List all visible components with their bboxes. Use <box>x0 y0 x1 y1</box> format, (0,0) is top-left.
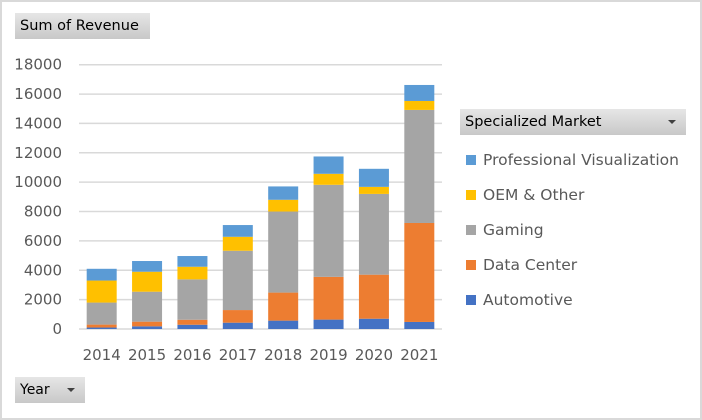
y-tick-label: 10000 <box>14 173 62 191</box>
bar-segment-professional-visualization[interactable] <box>358 168 389 187</box>
y-tick-label: 16000 <box>14 85 62 103</box>
bar-stack-2014 <box>86 268 117 329</box>
legend-item[interactable]: Gaming <box>466 212 679 247</box>
bar-segment-data-center[interactable] <box>268 292 299 321</box>
axis-field-label: Year <box>20 382 50 398</box>
bar-segment-oem-other[interactable] <box>268 199 299 212</box>
y-tick-label: 2000 <box>24 291 62 309</box>
bar-stack-2021 <box>404 84 435 329</box>
bar-segment-gaming[interactable] <box>358 193 389 275</box>
x-axis-ticks: 2014 2015 2016 2017 2018 2019 2020 2021 <box>83 346 439 364</box>
bar-segment-gaming[interactable] <box>177 279 208 320</box>
legend-label: Professional Visualization <box>483 150 679 169</box>
value-field-button[interactable]: Sum of Revenue <box>15 13 150 39</box>
bar-segment-automotive[interactable] <box>358 318 389 329</box>
x-tick-label: 2014 <box>83 346 121 364</box>
bar-segment-data-center[interactable] <box>404 222 435 322</box>
bar-segment-oem-other[interactable] <box>132 271 163 292</box>
legend-field-label: Specialized Market <box>465 114 602 130</box>
bar-segment-automotive[interactable] <box>132 326 163 329</box>
bar-segment-gaming[interactable] <box>132 291 163 322</box>
bar-segment-data-center[interactable] <box>86 324 117 328</box>
x-tick-label: 2021 <box>400 346 438 364</box>
x-tick-label: 2019 <box>309 346 347 364</box>
bar-stack-2019 <box>313 156 344 329</box>
bar-segment-professional-visualization[interactable] <box>268 186 299 200</box>
bar-segment-data-center[interactable] <box>132 321 163 327</box>
bar-segment-data-center[interactable] <box>177 319 208 325</box>
bar-stack-2016 <box>177 256 208 329</box>
bar-segment-automotive[interactable] <box>177 324 208 329</box>
y-tick-label: 4000 <box>24 261 62 279</box>
bar-segment-automotive[interactable] <box>222 322 253 329</box>
bar-stack-2020 <box>358 168 389 329</box>
legend-label: OEM & Other <box>483 185 585 204</box>
legend-label: Gaming <box>483 220 544 239</box>
bar-segment-oem-other[interactable] <box>177 266 208 280</box>
value-field-label: Sum of Revenue <box>20 18 139 34</box>
bar-segment-professional-visualization[interactable] <box>313 156 344 174</box>
bar-stack-2015 <box>132 261 163 329</box>
x-tick-label: 2020 <box>355 346 393 364</box>
bar-segment-gaming[interactable] <box>86 302 117 325</box>
bar-segment-gaming[interactable] <box>268 211 299 293</box>
bar-segment-gaming[interactable] <box>222 250 253 311</box>
y-tick-label: 8000 <box>24 203 62 221</box>
legend-swatch <box>466 189 476 200</box>
bar-segment-oem-other[interactable] <box>404 100 435 110</box>
dropdown-arrow-icon[interactable] <box>668 120 676 124</box>
bars <box>86 84 435 329</box>
bar-segment-data-center[interactable] <box>358 274 389 319</box>
legend-item[interactable]: OEM & Other <box>466 177 679 212</box>
legend-item[interactable]: Automotive <box>466 282 679 317</box>
y-tick-label: 0 <box>52 320 62 338</box>
x-tick-label: 2015 <box>128 346 166 364</box>
dropdown-arrow-icon[interactable] <box>67 388 75 392</box>
bar-segment-oem-other[interactable] <box>358 186 389 194</box>
bar-segment-oem-other[interactable] <box>222 236 253 251</box>
legend-swatch <box>466 294 476 305</box>
bar-segment-oem-other[interactable] <box>86 280 117 303</box>
bar-segment-professional-visualization[interactable] <box>404 84 435 101</box>
legend-field-button[interactable]: Specialized Market <box>460 109 686 135</box>
bar-segment-data-center[interactable] <box>313 276 344 320</box>
bar-segment-professional-visualization[interactable] <box>132 261 163 272</box>
bar-segment-gaming[interactable] <box>313 184 344 277</box>
y-axis-ticks: 0 2000 4000 6000 8000 10000 12000 14000 16000 180… <box>14 56 62 338</box>
bar-stack-2017 <box>222 225 253 329</box>
y-tick-label: 6000 <box>24 232 62 250</box>
bar-segment-automotive[interactable] <box>404 321 435 329</box>
x-tick-label: 2018 <box>264 346 302 364</box>
legend-label: Automotive <box>483 290 573 309</box>
x-tick-label: 2016 <box>173 346 211 364</box>
x-tick-label: 2017 <box>219 346 257 364</box>
legend: Professional Visualization OEM & Other Gam… <box>466 142 679 317</box>
bar-segment-data-center[interactable] <box>222 310 253 323</box>
bar-segment-professional-visualization[interactable] <box>177 256 208 267</box>
legend-label: Data Center <box>483 255 578 274</box>
bar-stack-2018 <box>268 186 299 329</box>
y-tick-label: 14000 <box>14 114 62 132</box>
bar-segment-professional-visualization[interactable] <box>86 268 117 281</box>
legend-swatch <box>466 154 476 165</box>
axis-field-button[interactable]: Year <box>15 377 85 403</box>
bar-segment-oem-other[interactable] <box>313 173 344 185</box>
bar-segment-gaming[interactable] <box>404 109 435 223</box>
y-tick-label: 12000 <box>14 144 62 162</box>
legend-item[interactable]: Data Center <box>466 247 679 282</box>
y-tick-label: 18000 <box>14 56 62 74</box>
legend-item[interactable]: Professional Visualization <box>466 142 679 177</box>
bar-segment-automotive[interactable] <box>86 327 117 329</box>
legend-swatch <box>466 259 476 270</box>
bar-segment-automotive[interactable] <box>313 319 344 329</box>
legend-swatch <box>466 224 476 235</box>
bar-segment-automotive[interactable] <box>268 320 299 329</box>
bar-segment-professional-visualization[interactable] <box>222 225 253 237</box>
